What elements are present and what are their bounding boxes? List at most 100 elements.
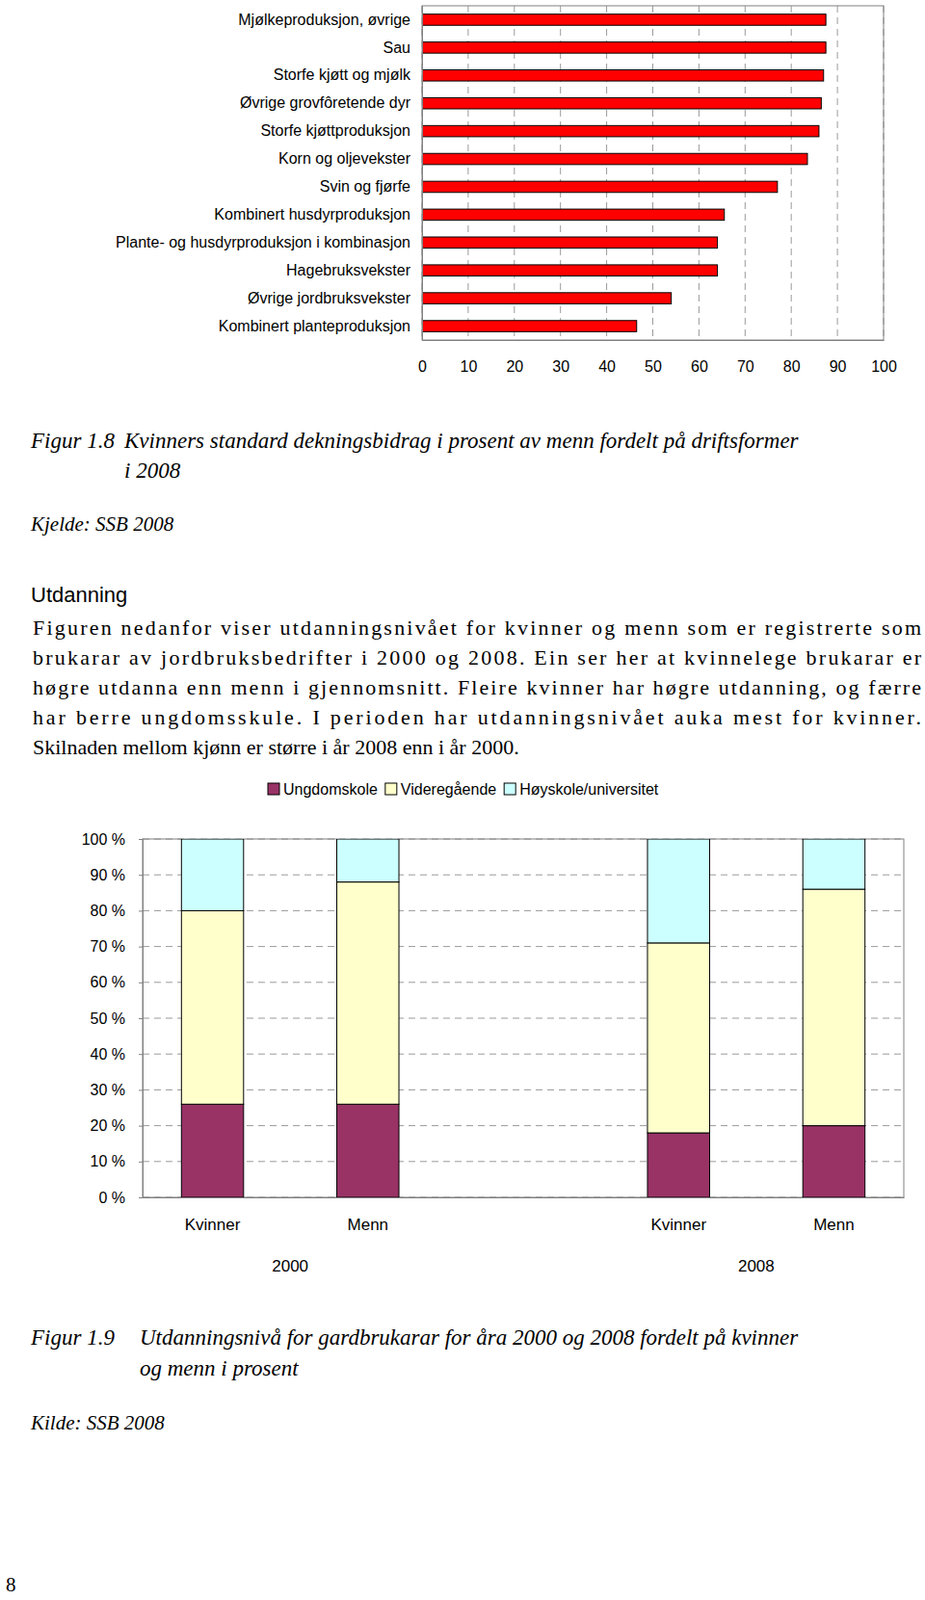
tick: Svin og fjørfe: [319, 178, 423, 195]
bar-segment: [802, 839, 865, 890]
bar-segment: [647, 839, 710, 944]
bar: [422, 292, 672, 305]
tick-label: Menn: [347, 1215, 390, 1235]
tick: 10 %: [90, 1153, 143, 1170]
tick: 80: [783, 340, 801, 375]
grid-line: [513, 5, 515, 341]
bar-segment: [181, 839, 243, 911]
axis-line: [422, 6, 423, 342]
bar: [422, 320, 637, 333]
tick-label: 10 %: [90, 1153, 126, 1170]
tick: Korn og oljevekster: [278, 150, 423, 167]
tick-label: Hagebruksvekster: [286, 262, 412, 279]
tick-mark: [138, 1197, 143, 1199]
tick-label: Kombinert planteproduksjon: [218, 317, 411, 335]
tick: Menn: [347, 1197, 390, 1235]
tick: 70 %: [90, 938, 143, 955]
legend-item: Videregående: [385, 781, 497, 798]
tick: Storfe kjøttproduksjon: [260, 122, 423, 139]
tick-mark: [138, 874, 143, 876]
tick-label: 0: [418, 358, 427, 375]
bar: [422, 70, 824, 82]
heading: Utdanning: [30, 582, 128, 608]
bar-segment: [181, 1104, 243, 1198]
y-axis: Mjølkeproduksjon, øvrige Sau Storfe kjøtt …: [115, 6, 423, 342]
bar-segment: [337, 839, 399, 883]
tick: 30 %: [90, 1082, 143, 1099]
axis-line: [138, 840, 144, 1199]
document-text: Figur 1.8 Kvinners standard dekningsbidra…: [5, 428, 923, 1597]
bar: [422, 42, 826, 54]
tick: Storfe kjøtt og mjølk: [273, 66, 423, 83]
tick: Kvinner: [185, 1197, 241, 1235]
grid-line: [142, 1018, 904, 1020]
tick: Sau: [383, 38, 423, 55]
tick-label: 20: [505, 358, 524, 375]
grid-line: [142, 946, 904, 948]
tick-label: 10: [460, 358, 478, 375]
tick: 50: [644, 340, 662, 375]
bars: [422, 14, 826, 333]
tick-label: 30: [552, 358, 570, 375]
tick-label: Storfe kjøttproduksjon: [260, 122, 411, 139]
tick-label: 80: [783, 358, 801, 375]
tick-label: Menn: [813, 1215, 855, 1235]
chart-2: 0 %10 %20 %30 %40 %50 %60 %70 %80 %90 %1…: [81, 781, 905, 1276]
paragraph-line: Skilnaden mellom kjønn er større i år 20…: [32, 735, 520, 760]
bar: [422, 264, 718, 277]
figure-number: Figur 1.8: [29, 428, 115, 453]
tick: 70: [737, 340, 755, 375]
tick: 0: [418, 340, 427, 375]
legend-label: Videregående: [400, 781, 497, 798]
tick-label: 60: [690, 358, 709, 375]
tick: Hagebruksvekster: [286, 262, 423, 279]
grid-line: [652, 5, 654, 341]
tick-mark: [138, 910, 143, 912]
figure-caption: i 2008: [124, 458, 182, 483]
tick: 80 %: [90, 902, 143, 920]
tick-label: Øvrige grovfôretende dyr: [239, 94, 412, 111]
bar: [422, 14, 826, 27]
tick: 100: [871, 340, 898, 375]
tick: 60: [690, 340, 709, 375]
tick: Plante- og husdyrproduksjon i kombinasjo…: [115, 234, 423, 251]
figure-caption: og menn i prosent: [139, 1356, 299, 1381]
tick: 90 %: [90, 867, 143, 884]
tick: 90: [829, 340, 847, 375]
legend-item: Ungdomskole: [267, 781, 378, 798]
grid-line: [744, 5, 746, 341]
tick: 30: [552, 340, 570, 375]
paragraph-line: har berre ungdomsskule. I perioden har u…: [32, 705, 922, 730]
tick: Kvinner: [650, 1197, 707, 1235]
tick-label: Korn og oljevekster: [278, 150, 412, 167]
grid-line: [142, 1125, 904, 1127]
bar-segment: [337, 882, 399, 1106]
tick: Kombinert husdyrproduksjon: [213, 206, 423, 223]
legend-label: Ungdomskole: [283, 781, 378, 798]
x-axis: Kvinner Menn Kvinner Menn: [143, 1197, 905, 1235]
tick: 60 %: [90, 974, 143, 991]
tick: 10: [460, 340, 478, 375]
bar-segment: [181, 910, 243, 1105]
tick-label: 40 %: [90, 1046, 126, 1063]
grid-line: [698, 5, 700, 341]
x-axis: 0 10 20 30 40 50 60 70 80 90 100: [418, 340, 898, 375]
tick-label: Kombinert husdyrproduksjon: [213, 206, 411, 223]
tick-label: Kvinner: [650, 1215, 707, 1235]
tick: 0 %: [98, 1189, 143, 1207]
tick-label: 50: [644, 358, 662, 375]
grid: [142, 839, 904, 1198]
tick: Kombinert planteproduksjon: [218, 317, 423, 335]
group-label: 2008: [738, 1257, 775, 1276]
tick: 40: [598, 340, 616, 375]
tick-label: Kvinner: [185, 1215, 241, 1235]
tick: Mjølkeproduksjon, øvrige: [237, 11, 423, 28]
tick-label: Mjølkeproduksjon, øvrige: [237, 11, 411, 28]
grid-line: [142, 1054, 904, 1056]
figure-caption: Kvinners standard dekningsbidrag i prose…: [123, 428, 800, 453]
axis-line: [143, 1197, 905, 1199]
grid-line: [791, 5, 793, 341]
legend-swatch: [385, 783, 397, 795]
tick-label: 40: [598, 358, 616, 375]
legend-item: Høyskole/universitet: [503, 781, 660, 798]
